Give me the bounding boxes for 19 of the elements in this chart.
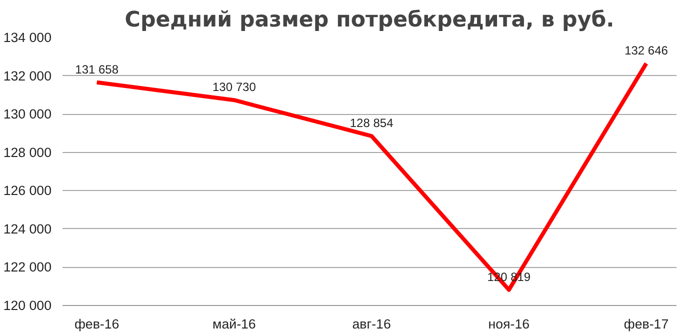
y-tick-label: 126 000 — [3, 183, 52, 198]
data-label: 128 854 — [350, 116, 394, 130]
line-series — [94, 61, 648, 292]
data-label: 130 730 — [212, 80, 256, 94]
y-tick-label: 132 000 — [3, 68, 52, 84]
x-tick-label: фев-17 — [624, 316, 669, 332]
chart-title: Средний размер потребкредита, в руб. — [124, 8, 614, 32]
y-tick-label: 130 000 — [3, 106, 52, 122]
x-tick-label: май-16 — [212, 316, 256, 332]
y-tick-label: 124 000 — [3, 221, 52, 236]
data-label: 131 658 — [75, 62, 119, 76]
x-tick-label: ноя-16 — [488, 316, 530, 332]
x-tick-label: авг-16 — [352, 316, 391, 332]
y-tick-label: 128 000 — [3, 144, 52, 160]
y-tick-label: 120 000 — [3, 298, 52, 313]
y-tick-label: 122 000 — [3, 260, 52, 275]
data-label: 132 646 — [624, 43, 668, 58]
y-tick-label: 134 000 — [3, 30, 52, 45]
x-tick-label: фев-16 — [74, 316, 120, 332]
